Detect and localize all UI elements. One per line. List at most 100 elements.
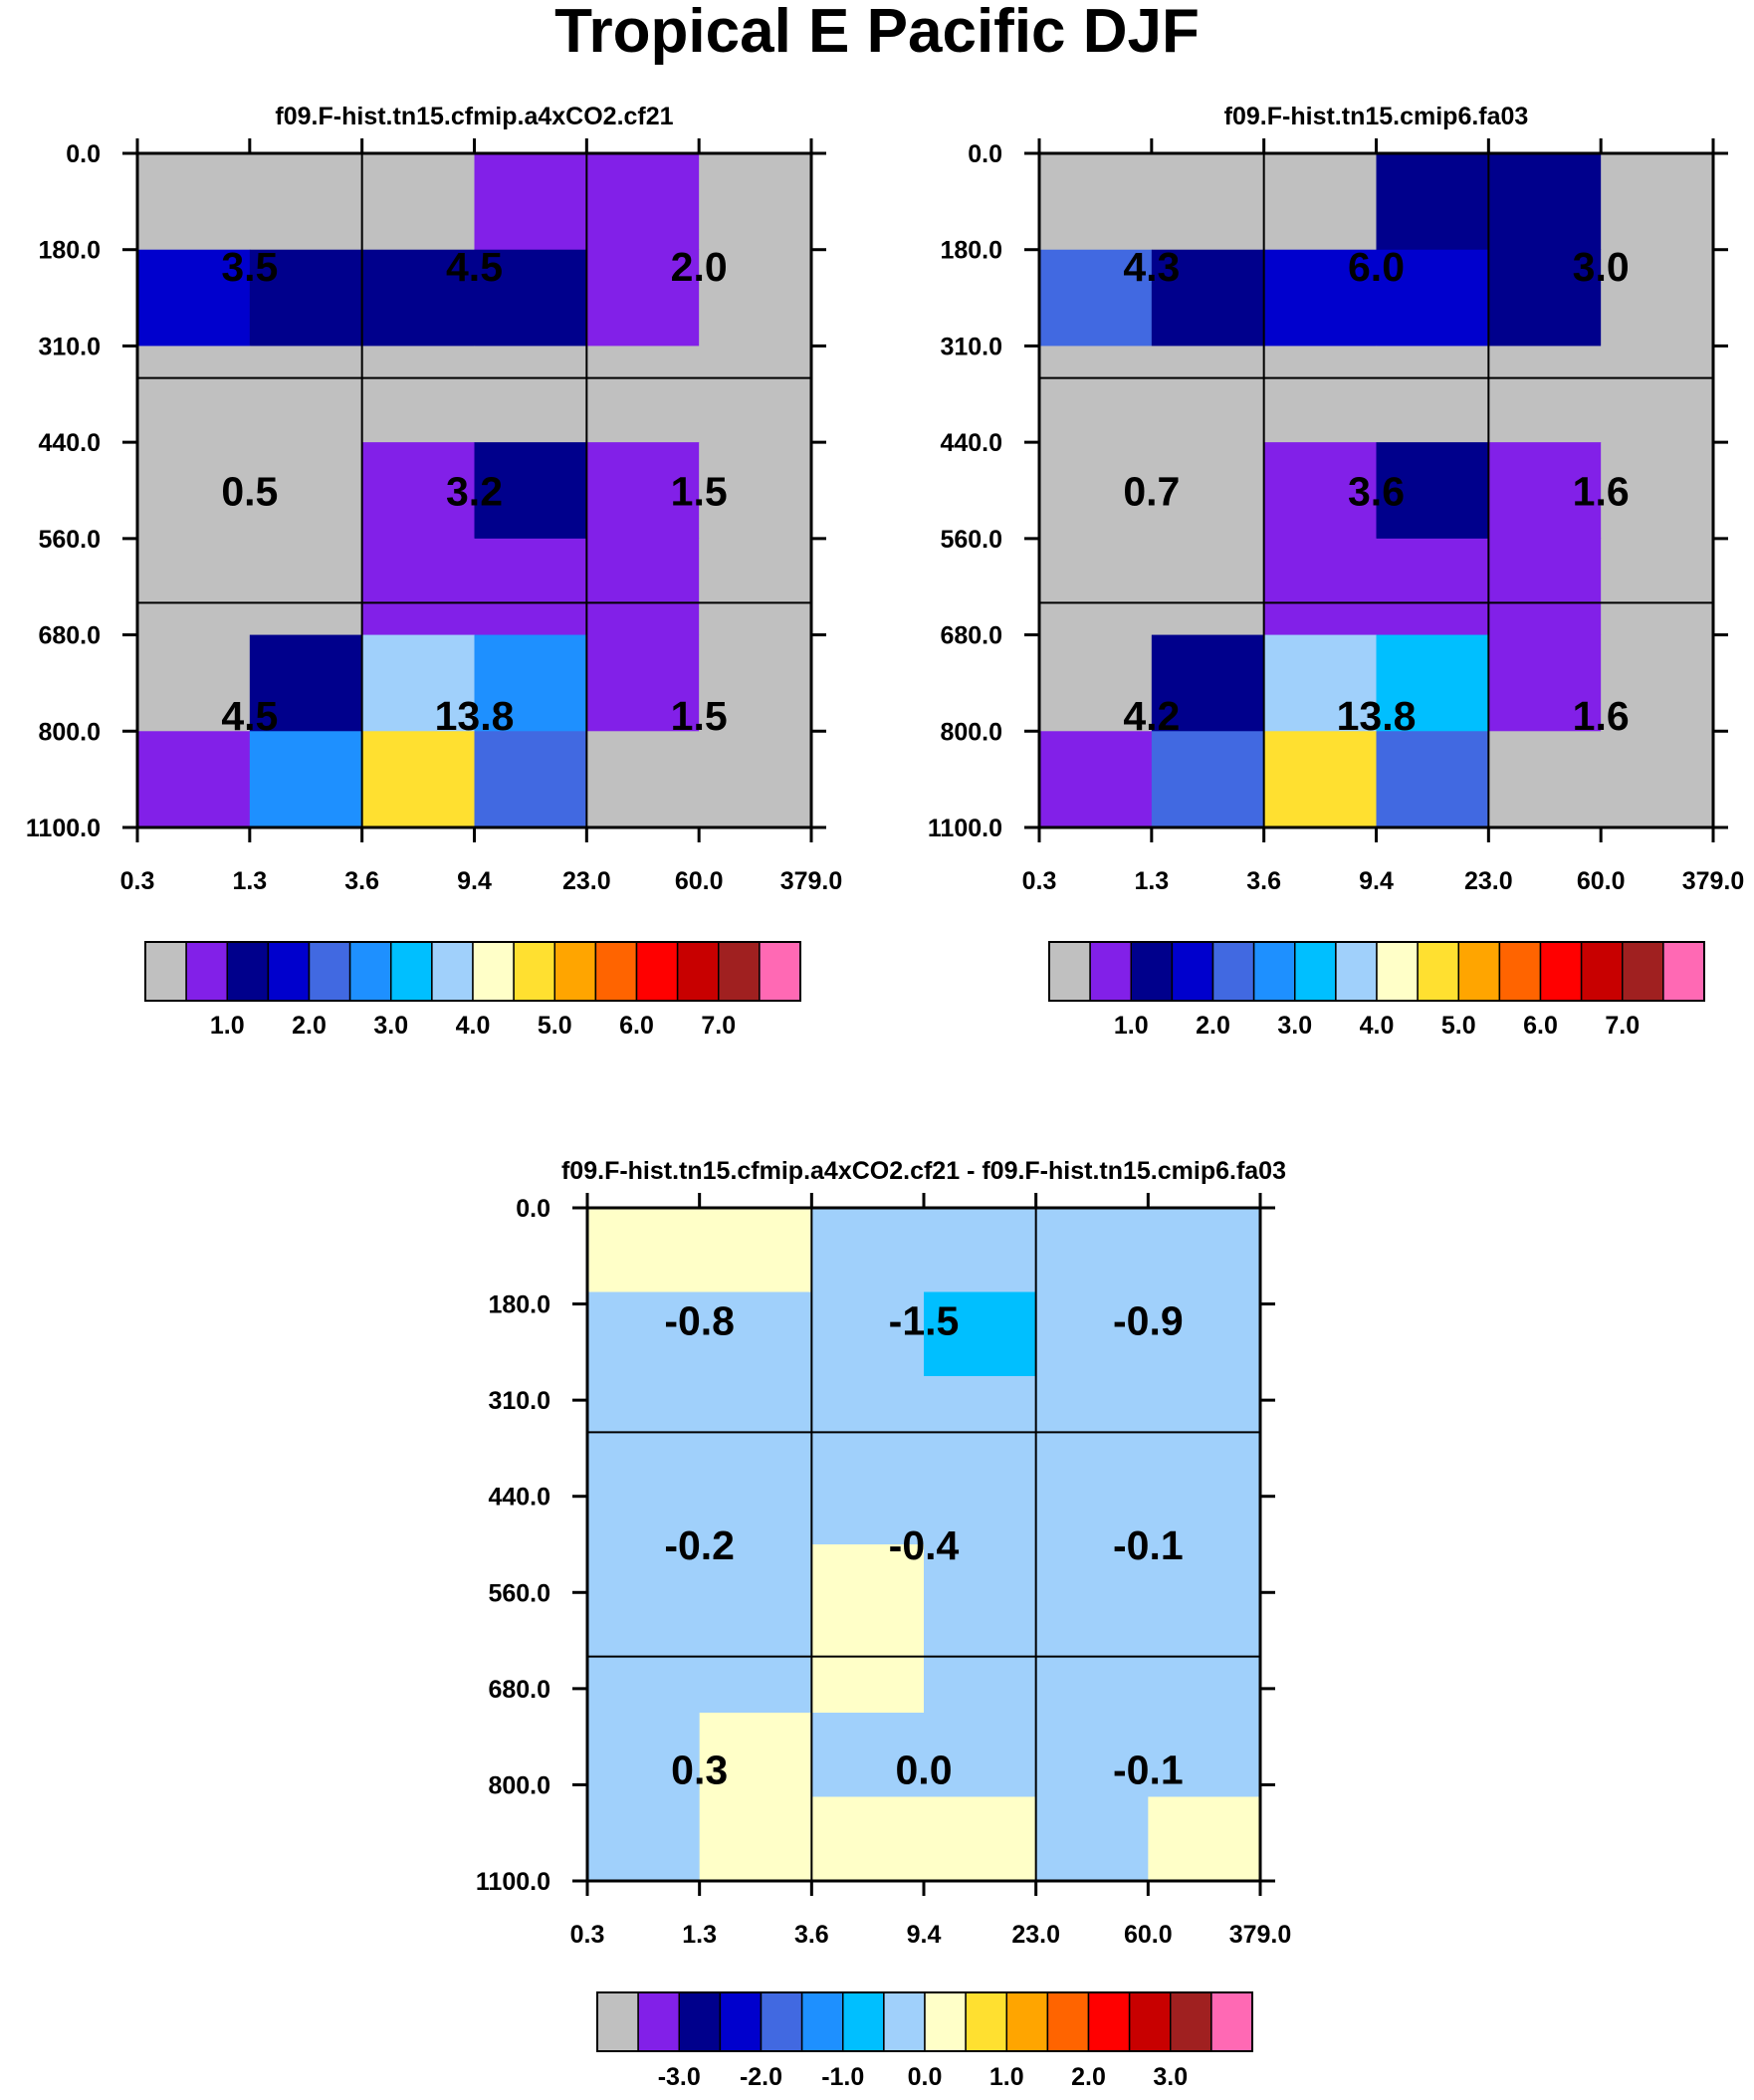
heatmap-cell	[1035, 1796, 1149, 1882]
heatmap-cell	[1151, 153, 1265, 251]
colorbar-swatch	[1210, 1991, 1253, 2052]
colorbar-swatch	[1171, 941, 1214, 1002]
colorbar-swatch	[513, 941, 555, 1002]
panel-1: 0.3 1.3 3.6 9.4 23.0 60.0 379.0 0.0 180.0 310.0 44…	[26, 103, 842, 1040]
y-tick-label: 440.0	[38, 429, 101, 457]
y-tick-label: 680.0	[488, 1676, 550, 1704]
heatmap-cell	[1148, 1628, 1261, 1714]
colorbar-tick-label: -2.0	[740, 2063, 782, 2091]
colorbar-swatch	[924, 1991, 967, 2052]
colorbar-swatch	[1211, 941, 1255, 1002]
heatmap-cell	[699, 538, 812, 636]
heatmap-cell	[811, 1208, 925, 1293]
colorbar-swatch	[1087, 1991, 1131, 2052]
y-tick-label: 310.0	[38, 333, 101, 360]
page-title: Tropical E Pacific DJF	[554, 0, 1200, 66]
x-tick-label: 23.0	[562, 867, 611, 895]
x-tick-label: 9.4	[457, 867, 492, 895]
panel-title: f09.F-hist.tn15.cfmip.a4xCO2.cf21	[275, 103, 673, 130]
heatmap-cell	[1035, 1208, 1149, 1293]
heatmap-cell	[474, 634, 587, 732]
heatmap-cell	[1601, 731, 1714, 828]
data-label: -0.1	[1113, 1747, 1184, 1792]
heatmap-cell	[1039, 346, 1153, 443]
colorbar-swatch	[965, 1991, 1007, 2052]
heatmap-cell	[249, 634, 363, 732]
heatmap-cell	[1035, 1376, 1149, 1462]
y-tick-label: 680.0	[940, 622, 1002, 650]
heatmap-cell	[924, 1628, 1037, 1714]
colorbar-tick-label: 1.0	[210, 1012, 245, 1040]
panel-3: 0.3 1.3 3.6 9.4 23.0 60.0 379.0 0.0 180.0 310.0 44…	[476, 1157, 1291, 2091]
colorbar-swatch	[144, 941, 187, 1002]
colorbar-swatch	[1128, 1991, 1172, 2052]
heatmap-cell	[1039, 731, 1153, 828]
x-tick-label: 23.0	[1011, 1921, 1060, 1949]
data-label: 1.6	[1573, 693, 1630, 739]
heatmap-cell	[699, 1291, 812, 1377]
colorbar-swatch	[1005, 1991, 1049, 2052]
heatmap-cell	[1376, 634, 1489, 732]
panel-2: 0.3 1.3 3.6 9.4 23.0 60.0 379.0 0.0 180.0 310.0 44…	[928, 103, 1744, 1040]
colorbar-swatch	[1252, 941, 1296, 1002]
x-tick-label: 23.0	[1464, 867, 1513, 895]
colorbar-swatch	[1417, 941, 1459, 1002]
heatmap-cell	[137, 153, 251, 251]
heatmap-cell	[587, 1628, 701, 1714]
y-tick-label: 560.0	[488, 1579, 550, 1607]
heatmap-cell	[1148, 1460, 1261, 1545]
panel-title: f09.F-hist.tn15.cfmip.a4xCO2.cf21 - f09.…	[561, 1157, 1286, 1185]
heatmap-cell	[1376, 538, 1489, 636]
colorbar-tick-label: 6.0	[619, 1012, 654, 1040]
heatmap-cell	[137, 634, 251, 732]
colorbar-swatch	[1294, 941, 1337, 1002]
heatmap-cell	[699, 1376, 812, 1462]
heatmap-cell	[1035, 1460, 1149, 1545]
y-tick-label: 1100.0	[928, 815, 1002, 842]
colorbar-swatch	[226, 941, 270, 1002]
x-tick-label: 3.6	[344, 867, 379, 895]
heatmap-cell	[361, 538, 476, 636]
heatmap-cell	[924, 1796, 1037, 1882]
heatmap-cell	[1376, 346, 1489, 443]
x-tick-label: 1.3	[232, 867, 267, 895]
heatmap-cell	[1263, 249, 1378, 348]
y-tick-label: 800.0	[38, 718, 101, 746]
heatmap-cell	[137, 538, 251, 636]
colorbar-swatch	[472, 941, 515, 1002]
heatmap-cell	[474, 538, 587, 636]
heatmap-cell	[1039, 249, 1153, 348]
y-tick-label: 0.0	[968, 140, 1002, 168]
colorbar-swatch	[1622, 941, 1664, 1002]
heatmap-cell	[586, 153, 700, 251]
y-tick-label: 0.0	[516, 1195, 550, 1223]
colorbar-swatch	[1580, 941, 1624, 1002]
heatmap-cell	[587, 1713, 701, 1798]
heatmap-cell	[474, 346, 587, 443]
colorbar-swatch	[553, 941, 597, 1002]
data-label: 13.8	[1337, 693, 1417, 739]
heatmap-cell	[361, 442, 476, 540]
heatmap-cell	[811, 1796, 925, 1882]
heatmap-cell	[1148, 1796, 1261, 1882]
heatmap-cell	[1601, 634, 1714, 732]
colorbar-tick-label: 6.0	[1523, 1012, 1558, 1040]
colorbar-swatch	[596, 1991, 639, 2052]
heatmap-cell	[924, 1713, 1037, 1798]
heatmap-cell	[137, 346, 251, 443]
heatmap-cell	[811, 1628, 925, 1714]
y-tick-label: 180.0	[38, 237, 101, 265]
y-tick-label: 800.0	[940, 718, 1002, 746]
heatmap-cell	[1039, 442, 1153, 540]
colorbar: -3.0 -2.0 -1.0 0.0 1.0 2.0 3.0	[596, 1991, 1253, 2091]
heatmap-cell	[699, 346, 812, 443]
heatmap-cell	[249, 538, 363, 636]
data-label: 3.6	[1348, 469, 1405, 515]
x-tick-label: 0.3	[120, 867, 155, 895]
colorbar: 1.0 2.0 3.0 4.0 5.0 6.0 7.0	[144, 941, 801, 1040]
heatmap-cell	[1263, 153, 1378, 251]
heatmap-cell	[586, 346, 700, 443]
heatmap-cell	[1376, 442, 1489, 540]
colorbar-tick-label: 2.0	[292, 1012, 327, 1040]
heatmap-cell	[699, 1713, 812, 1798]
